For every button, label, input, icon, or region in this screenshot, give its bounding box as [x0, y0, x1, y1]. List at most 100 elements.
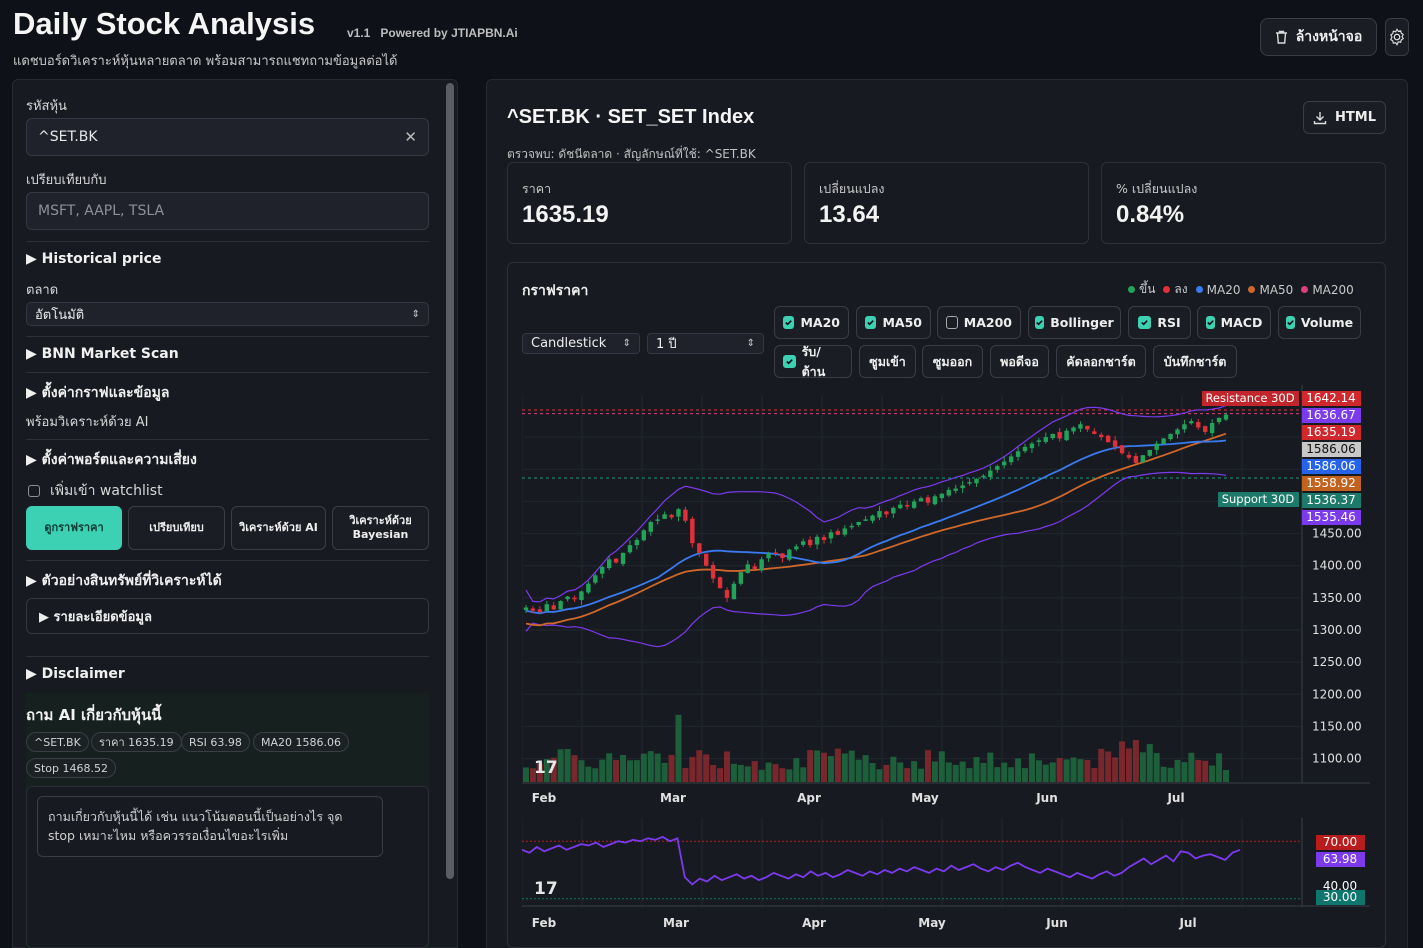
examples-expander[interactable]: ▶ ตัวอย่างสินทรัพย์ที่วิเคราะห์ได้ [26, 573, 222, 589]
chart-legend: ขึ้น ลง MA20 MA50 MA200 [1128, 280, 1354, 299]
candle-body [1182, 424, 1187, 430]
toggle-label: RSI [1157, 315, 1181, 330]
chart-type-select[interactable]: Candlestick ⇕ [522, 333, 640, 354]
volume-bar [1132, 740, 1139, 782]
candle-body [1002, 461, 1007, 466]
toggle-ma20[interactable]: MA20 [774, 306, 849, 339]
volume-bar [973, 757, 980, 782]
volume-bar [772, 764, 779, 782]
tradingview-logo: 17 [534, 758, 558, 778]
candle-body [849, 525, 854, 528]
candle-body [544, 604, 549, 611]
market-select[interactable]: อัตโนมัติ ⇕ [26, 302, 429, 326]
toggle-ma50[interactable]: MA50 [856, 306, 931, 339]
volume-bar [529, 768, 536, 782]
price-chart[interactable]: 17 1450.00 1400.00 1350.00 1300.00 1250.00 120… [522, 385, 1370, 810]
price-tag-label: 1535.46 [1306, 510, 1356, 524]
toggle-rsi[interactable]: RSI [1128, 306, 1191, 339]
candle-body [835, 531, 841, 535]
compare-input[interactable]: MSFT, AAPL, TSLA [26, 192, 429, 230]
legend-dot [1301, 286, 1309, 293]
y-tick-label: 1450.00 [1312, 527, 1362, 541]
x-tick-label: Mar [660, 791, 686, 805]
zoom-out-button[interactable]: ซูมออก [922, 345, 983, 378]
view-chart-button[interactable]: ดูกราฟราคา [26, 506, 122, 550]
candle-body [1196, 422, 1201, 428]
volume-bar [959, 761, 966, 782]
portfolio-settings-expander[interactable]: ▶ ตั้งค่าพอร์ตและความเสี่ยง [26, 452, 197, 468]
toggle-support-resistance[interactable]: รับ/ต้าน [774, 344, 852, 379]
metric-value: 13.64 [819, 201, 880, 228]
toggle-label: MACD [1220, 315, 1263, 330]
candle-body [953, 488, 958, 491]
candle-body [717, 577, 723, 589]
volume-bar [904, 768, 911, 782]
period-value: 1 ปี [656, 337, 677, 352]
volume-bar [1022, 768, 1029, 782]
zoom-in-button[interactable]: ซูมเข้า [859, 345, 916, 378]
candle-body [884, 511, 889, 515]
toggle-bollinger[interactable]: Bollinger [1028, 306, 1121, 339]
copy-chart-button[interactable]: คัดลอกชาร์ต [1056, 345, 1146, 378]
volume-bar [765, 762, 772, 782]
check-icon [865, 316, 877, 329]
x-tick-label: Feb [532, 916, 557, 930]
metric-label: เปลี่ยนแปลง [819, 181, 885, 196]
volume-bar [911, 761, 918, 782]
volume-bar [675, 714, 682, 782]
bnn-scan-expander[interactable]: ▶ BNN Market Scan [26, 346, 179, 362]
candle-body [710, 564, 716, 579]
page-title: ^SET.BK · SET_SET Index [507, 106, 755, 128]
settings-button[interactable] [1385, 18, 1409, 56]
volume-bar [1216, 753, 1223, 782]
context-chip: MA20 1586.06 [253, 732, 349, 752]
save-chart-button[interactable]: บันทึกชาร์ต [1153, 345, 1237, 378]
volume-bar [1105, 751, 1112, 782]
ai-analyze-button[interactable]: วิเคราะห์ด้วย AI [231, 506, 326, 550]
divider [26, 336, 429, 337]
volume-bar [1112, 757, 1119, 782]
fit-screen-button[interactable]: พอดีจอ [990, 345, 1049, 378]
details-expander[interactable]: ▶ รายละเอียดข้อมูล [26, 598, 429, 634]
legend-label: ขึ้น [1139, 282, 1156, 296]
clear-screen-button[interactable]: ล้างหน้าจอ [1260, 18, 1377, 56]
candle-body [1119, 445, 1125, 454]
ticker-input[interactable]: ^SET.BK ✕ [26, 118, 429, 156]
toggle-ma200[interactable]: MA200 [937, 306, 1021, 339]
period-select[interactable]: 1 ปี ⇕ [647, 333, 764, 354]
export-html-button[interactable]: HTML [1303, 101, 1386, 134]
volume-bar [1015, 758, 1022, 782]
toggle-volume[interactable]: Volume [1278, 306, 1361, 339]
candle-body [1168, 433, 1173, 440]
bayesian-analyze-button[interactable]: วิเคราะห์ด้วย Bayesian [332, 506, 429, 550]
check-icon [1285, 316, 1295, 329]
candle-body [558, 601, 563, 610]
candle-body [1029, 443, 1035, 449]
legend-item: ลง [1163, 280, 1188, 299]
toggle-macd[interactable]: MACD [1197, 306, 1271, 339]
version-label: v1.1 [347, 26, 371, 40]
disclaimer-expander[interactable]: ▶ Disclaimer [26, 666, 125, 682]
sidebar-scrollbar[interactable] [446, 83, 454, 879]
candle-body [1147, 450, 1152, 456]
watchlist-checkbox[interactable]: เพิ่มเข้า watchlist [28, 480, 163, 502]
chart-settings-expander[interactable]: ▶ ตั้งค่ากราฟและข้อมูล [26, 385, 170, 401]
volume-bar [592, 768, 599, 782]
volume-bar [751, 761, 758, 782]
historical-price-expander[interactable]: ▶ Historical price [26, 251, 162, 267]
volume-bar [1070, 757, 1077, 782]
compare-button[interactable]: เปรียบเทียบ [128, 506, 225, 550]
volume-bar [1202, 760, 1209, 782]
candle-body [1175, 429, 1180, 435]
bollinger-lower [525, 471, 1227, 648]
volume-bar [1063, 759, 1070, 782]
candle-body [974, 478, 979, 484]
ai-question-input[interactable]: ถามเกี่ยวกับหุ้นนี้ได้ เช่น แนวโน้มตอนนี… [37, 796, 383, 857]
candle-body [1126, 454, 1132, 458]
volume-bar [807, 750, 814, 782]
clear-input-icon[interactable]: ✕ [404, 128, 417, 146]
price-tag [1302, 442, 1361, 457]
volume-bar [987, 752, 994, 782]
candle-body [662, 514, 667, 519]
